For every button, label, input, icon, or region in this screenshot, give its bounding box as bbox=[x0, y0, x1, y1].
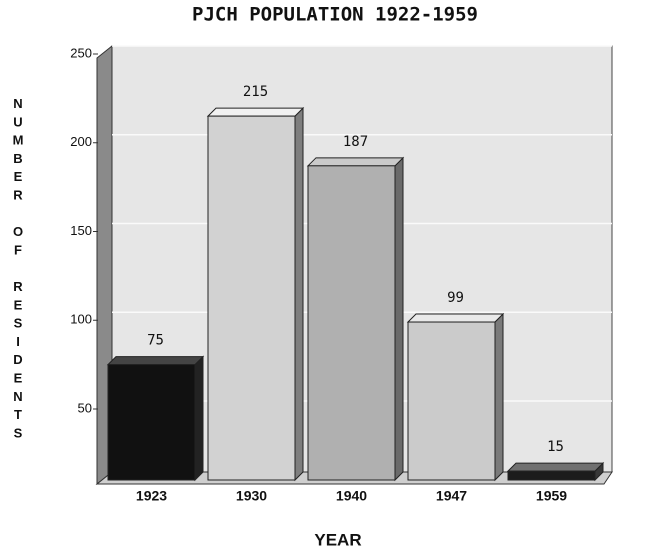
bar-top bbox=[406, 313, 505, 323]
data-label: 99 bbox=[447, 290, 464, 306]
x-tick-label: 1940 bbox=[336, 488, 367, 504]
x-tick-label: 1947 bbox=[436, 488, 467, 504]
bar-side bbox=[494, 312, 504, 482]
x-axis-label: YEAR bbox=[314, 530, 361, 549]
y-tick-label: 100 bbox=[70, 312, 92, 327]
data-label: 15 bbox=[547, 439, 564, 455]
chart-title: PJCH POPULATION 1922-1959 bbox=[192, 4, 478, 26]
bar-side bbox=[294, 106, 304, 482]
bar-top bbox=[106, 356, 205, 366]
bar-side bbox=[394, 156, 404, 482]
bar bbox=[107, 364, 196, 481]
data-label: 75 bbox=[147, 333, 164, 349]
bar bbox=[407, 321, 496, 481]
bar-top bbox=[206, 107, 305, 117]
bar bbox=[307, 165, 396, 481]
bar-top bbox=[506, 462, 605, 472]
bar-top bbox=[306, 157, 405, 167]
y-tick-label: 250 bbox=[70, 45, 92, 60]
data-label: 215 bbox=[243, 84, 268, 100]
x-tick-label: 1959 bbox=[536, 488, 567, 504]
bar bbox=[507, 470, 596, 481]
y-axis-label: NUMBER OF RESIDENTS bbox=[11, 96, 26, 444]
y-tick-label: 150 bbox=[70, 223, 92, 238]
y-tick-label: 200 bbox=[70, 134, 92, 149]
bar-side bbox=[194, 355, 204, 482]
data-label: 187 bbox=[343, 134, 368, 150]
bar bbox=[207, 115, 296, 481]
y-tick-label: 50 bbox=[78, 400, 92, 415]
x-tick-label: 1930 bbox=[236, 488, 267, 504]
x-tick-label: 1923 bbox=[136, 488, 167, 504]
